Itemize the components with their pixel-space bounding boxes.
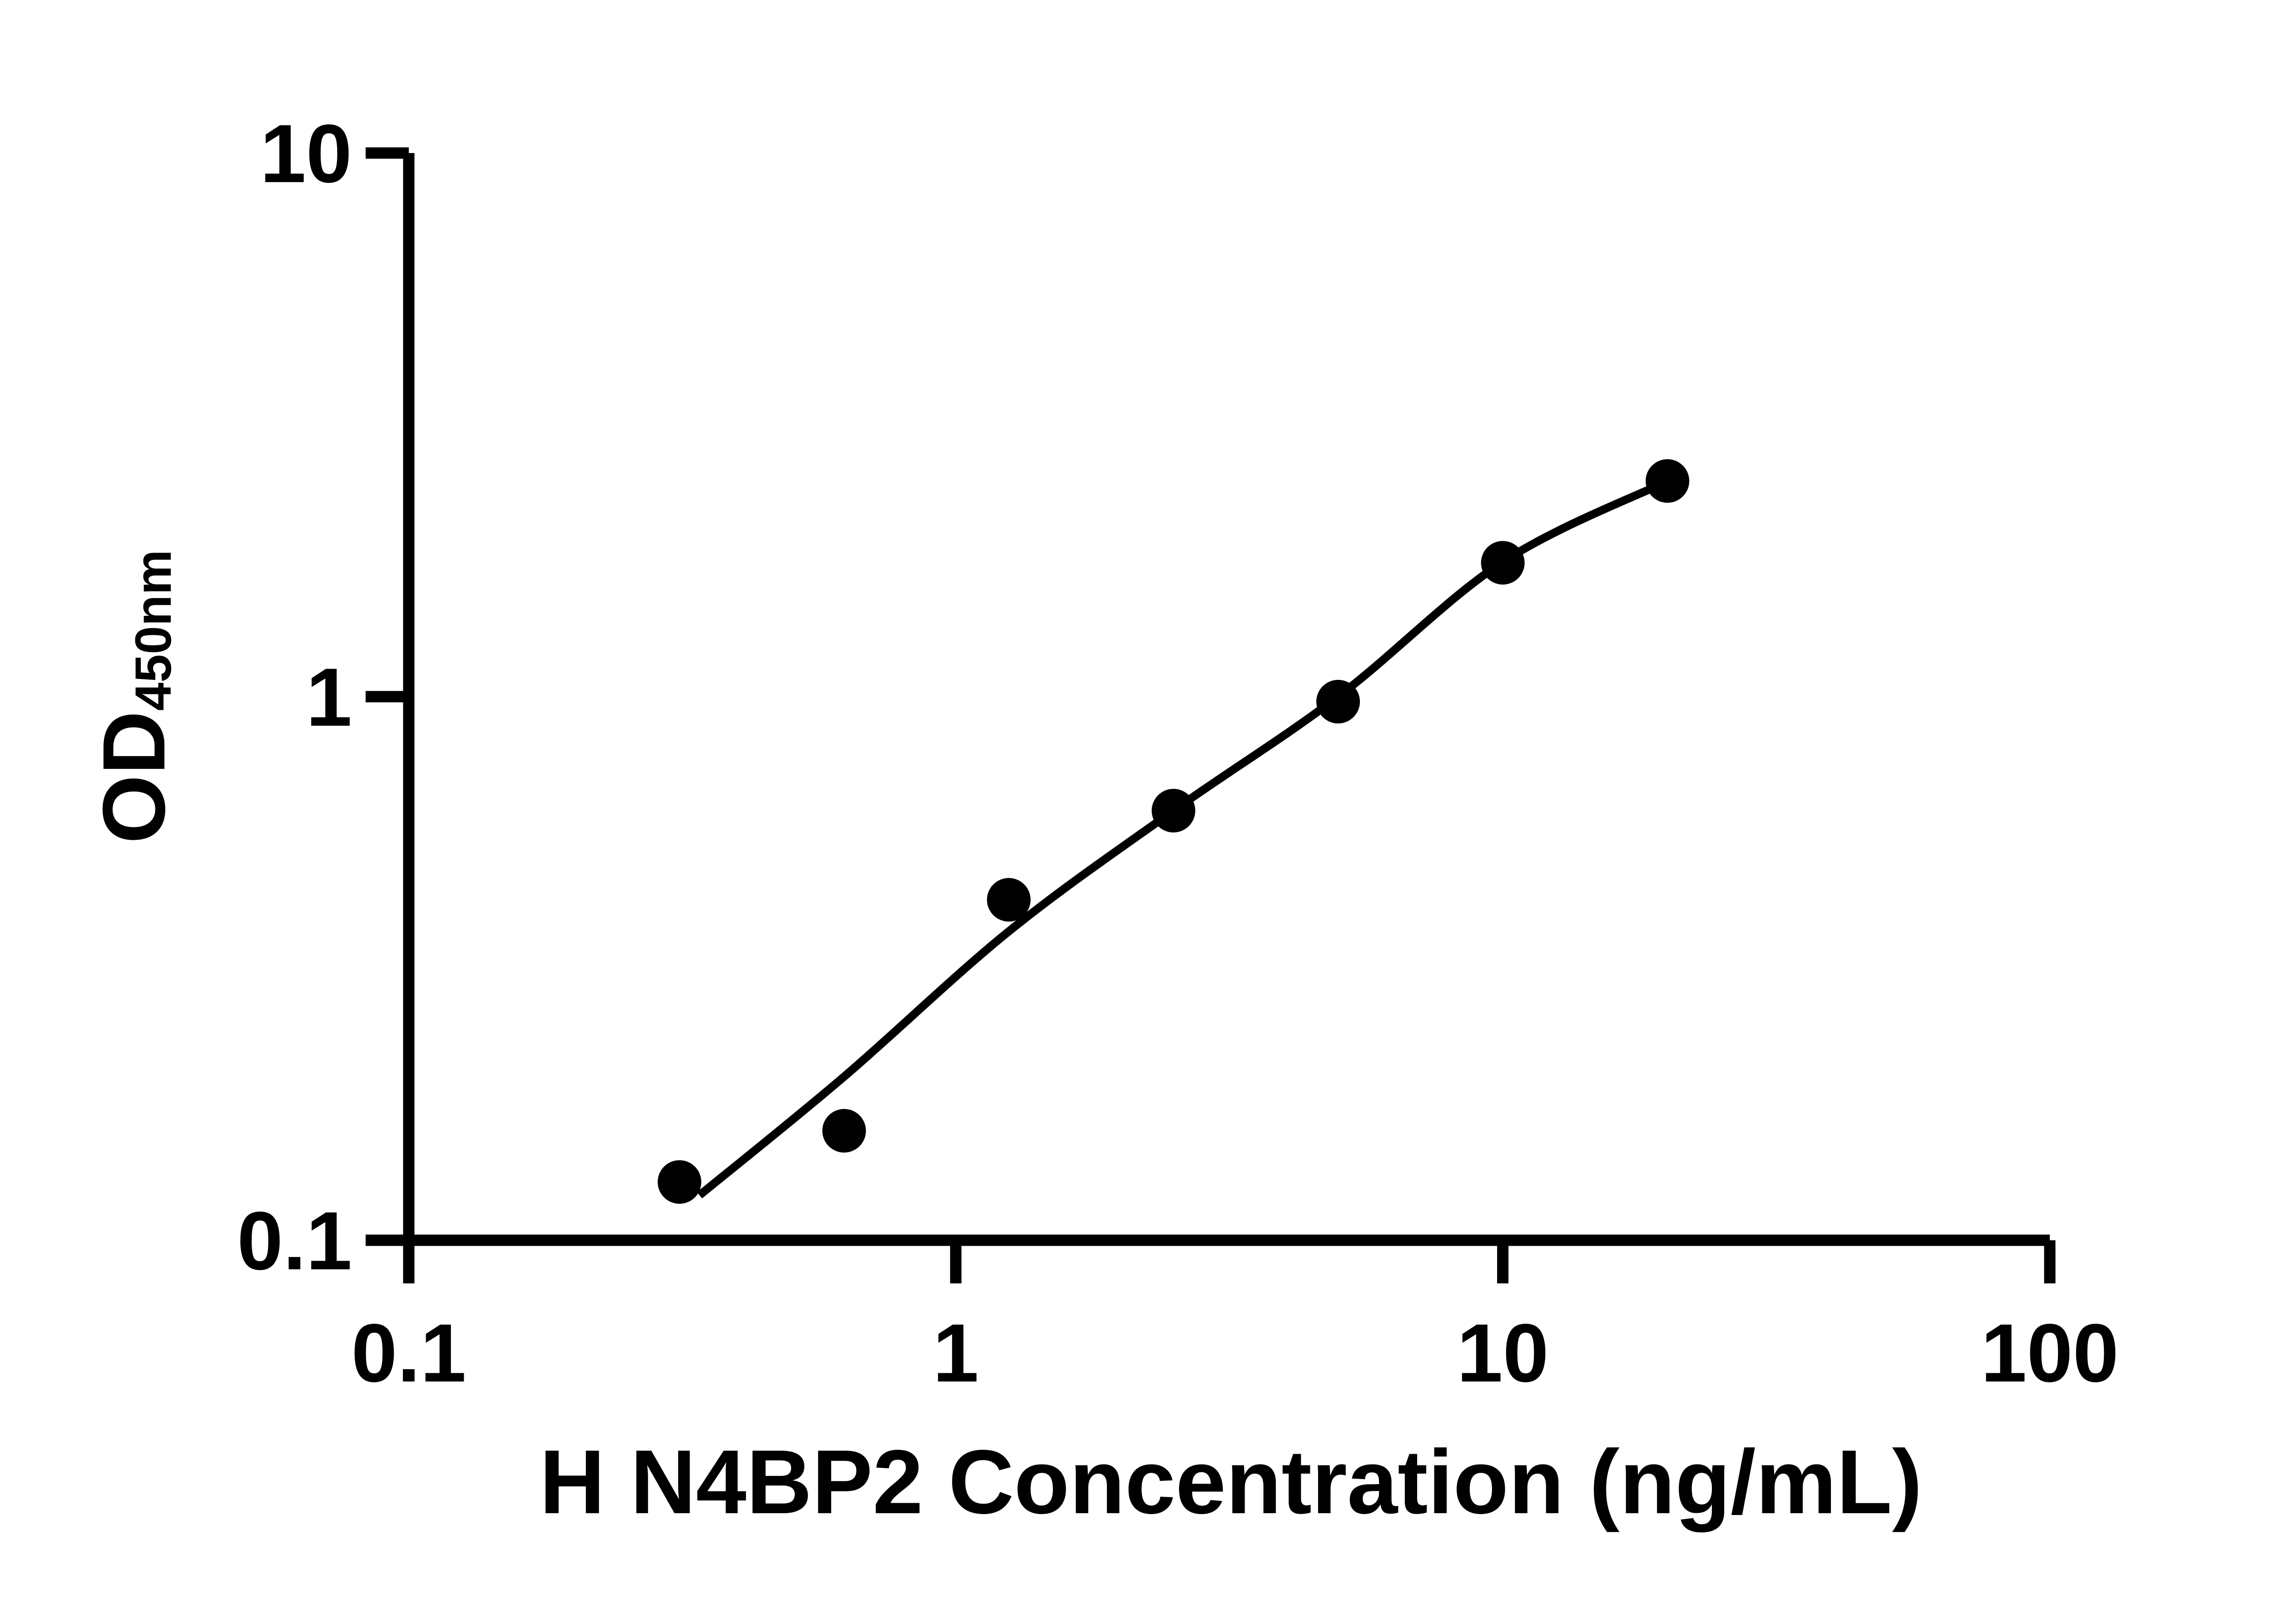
x-axis-ticks xyxy=(403,1240,2056,1283)
x-tick-label-0.1: 0.1 xyxy=(351,1307,466,1399)
x-tick-label-10: 10 xyxy=(1457,1307,1548,1399)
data-point-0-x0.3125 xyxy=(658,1160,701,1204)
x-tick-labels: 0.1 1 10 100 xyxy=(351,1307,2118,1399)
data-point-2-x1.25 xyxy=(987,878,1031,922)
fit-curve xyxy=(697,477,1670,1198)
y-tick-labels: 10 1 0.1 xyxy=(237,107,352,1287)
data-point-1-x0.625 xyxy=(822,1109,866,1153)
data-point-5-x10 xyxy=(1481,541,1525,585)
data-points xyxy=(658,459,1690,1204)
y-tick-label-1: 1 xyxy=(306,651,352,743)
standard-curve-fit xyxy=(697,477,1670,1198)
y-tick-label-0.1: 0.1 xyxy=(237,1194,352,1287)
y-axis-ticks xyxy=(366,147,409,1246)
y-axis-title-main: OD xyxy=(84,711,183,844)
data-point-4-x5 xyxy=(1316,680,1360,723)
axes xyxy=(403,153,2050,1246)
x-axis-title: H N4BP2 Concentration (ng/mL) xyxy=(540,1431,1923,1533)
y-axis-title-text: OD450nm xyxy=(84,550,183,843)
y-axis-title-subscript: 450nm xyxy=(125,550,182,711)
data-point-3-x2.5 xyxy=(1151,789,1195,832)
x-tick-label-1: 1 xyxy=(933,1307,979,1399)
x-tick-label-100: 100 xyxy=(1981,1307,2119,1399)
y-axis-title: OD450nm xyxy=(84,550,183,843)
x-axis-title-text: H N4BP2 Concentration (ng/mL) xyxy=(540,1431,1923,1533)
axis-frame xyxy=(403,153,2050,1246)
y-tick-label-10: 10 xyxy=(260,107,352,200)
data-point-6-x20 xyxy=(1646,459,1690,503)
